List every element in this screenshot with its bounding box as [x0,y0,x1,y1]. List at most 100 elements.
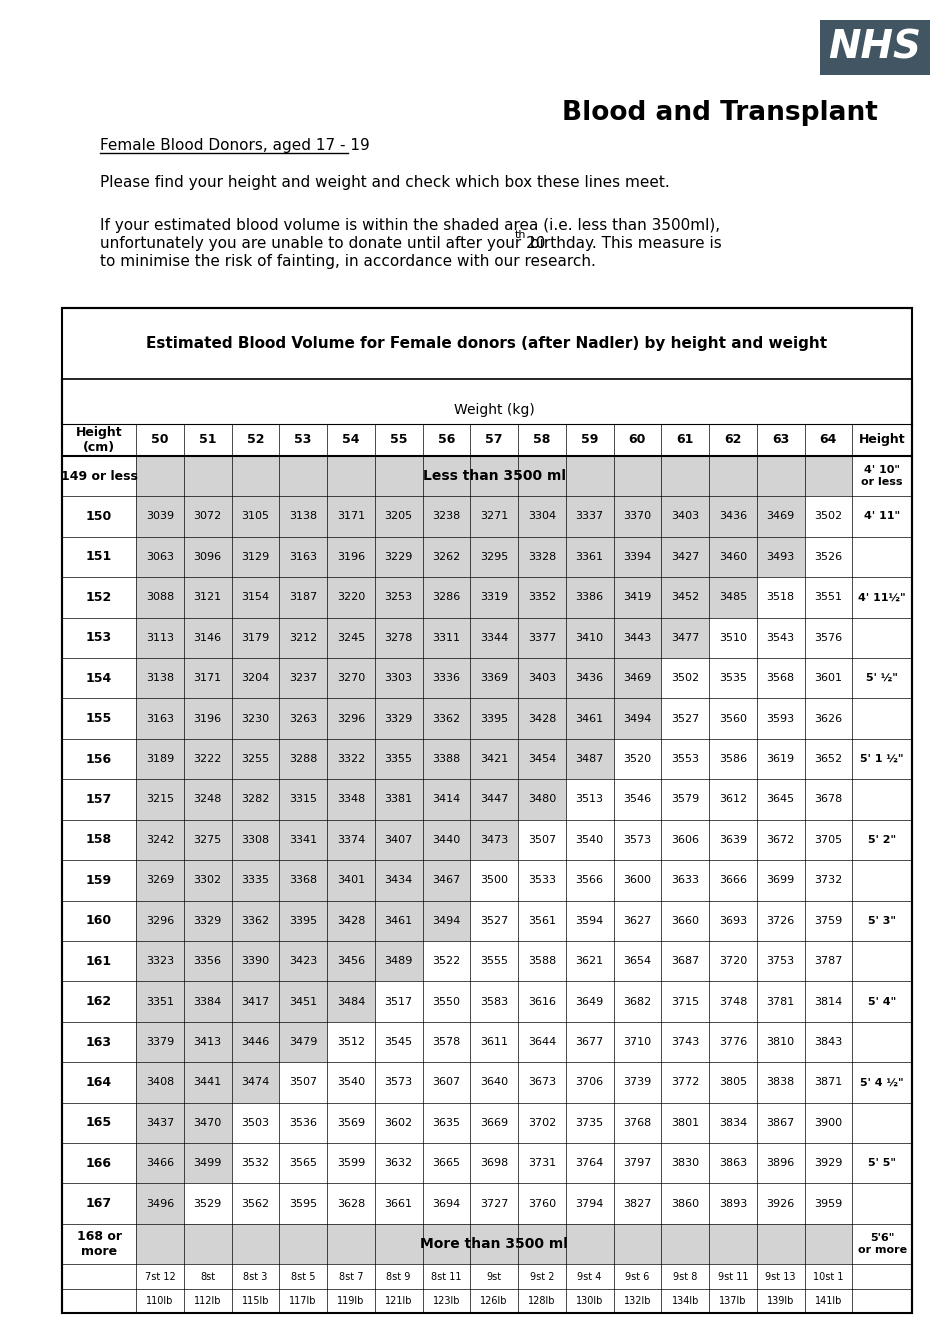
Text: Weight (kg): Weight (kg) [454,403,535,416]
Bar [279,779,327,819]
Text: 3726: 3726 [767,916,795,925]
Bar [183,1062,232,1103]
Text: 9st 11: 9st 11 [717,1272,749,1281]
Bar [136,819,183,860]
Bar [518,658,566,698]
Bar [518,618,566,658]
Text: 3649: 3649 [576,997,604,1007]
Text: 3096: 3096 [194,552,221,561]
Bar [423,819,470,860]
Text: 3661: 3661 [385,1199,412,1209]
Bar [661,618,709,658]
Text: 3369: 3369 [480,673,508,684]
Bar [136,497,183,537]
Bar [183,698,232,739]
Bar [709,497,757,537]
Text: 3370: 3370 [623,512,652,521]
Text: 3743: 3743 [671,1037,699,1048]
Bar [232,739,279,779]
Bar [470,698,518,739]
Text: 3466: 3466 [146,1158,174,1168]
Text: 3705: 3705 [814,835,843,845]
Bar [136,577,183,618]
Bar [136,1223,852,1264]
Bar [614,537,661,577]
Bar [279,618,327,658]
Text: 3569: 3569 [337,1117,365,1128]
Text: 137lb: 137lb [719,1296,747,1305]
Text: 3487: 3487 [576,753,604,764]
Bar [423,698,470,739]
Text: 3810: 3810 [767,1037,795,1048]
Bar [232,982,279,1022]
Text: 150: 150 [86,510,112,522]
Text: 8st 3: 8st 3 [243,1272,268,1281]
Text: 3335: 3335 [241,876,270,885]
Text: 3843: 3843 [814,1037,843,1048]
Text: 3423: 3423 [289,956,317,966]
Text: 139lb: 139lb [767,1296,794,1305]
Bar [232,819,279,860]
Text: 3368: 3368 [289,876,317,885]
Bar [232,698,279,739]
Text: 3500: 3500 [480,876,508,885]
Bar [518,577,566,618]
Text: 3893: 3893 [719,1199,747,1209]
Text: 3652: 3652 [814,753,843,764]
Text: 3434: 3434 [385,876,413,885]
Bar [279,497,327,537]
Text: 162: 162 [86,995,112,1009]
Text: 159: 159 [86,874,112,886]
Text: 3533: 3533 [528,876,556,885]
Text: 167: 167 [86,1197,112,1210]
Text: 128lb: 128lb [528,1296,556,1305]
Text: 3410: 3410 [576,633,604,643]
Text: 9st 4: 9st 4 [578,1272,602,1281]
Text: 3394: 3394 [623,552,652,561]
Text: 3374: 3374 [337,835,365,845]
Bar [375,497,423,537]
Text: 3601: 3601 [814,673,843,684]
Text: 3494: 3494 [432,916,461,925]
Bar [614,577,661,618]
Bar [327,577,375,618]
Text: 3303: 3303 [385,673,412,684]
Text: 3436: 3436 [576,673,604,684]
Bar [183,1103,232,1143]
Text: 3759: 3759 [814,916,843,925]
Text: 3441: 3441 [194,1077,221,1088]
Bar [566,658,614,698]
Text: 3275: 3275 [194,835,221,845]
Text: 3502: 3502 [671,673,699,684]
Text: 3428: 3428 [528,713,556,724]
Text: 3456: 3456 [337,956,365,966]
Text: 3452: 3452 [671,592,699,602]
Text: 3546: 3546 [623,795,652,804]
Text: 3341: 3341 [289,835,317,845]
Text: 3379: 3379 [145,1037,174,1048]
Bar [614,698,661,739]
Text: 3871: 3871 [814,1077,843,1088]
Text: 3129: 3129 [241,552,270,561]
Bar [232,658,279,698]
Text: 3507: 3507 [528,835,556,845]
Text: 3205: 3205 [385,512,412,521]
Text: 3772: 3772 [671,1077,699,1088]
Text: 5'6"
or more: 5'6" or more [858,1233,906,1254]
Bar [327,618,375,658]
Text: 3473: 3473 [480,835,508,845]
Text: 52: 52 [247,434,264,446]
Text: 3682: 3682 [623,997,652,1007]
Text: birthday. This measure is: birthday. This measure is [525,236,722,251]
Text: 3388: 3388 [432,753,461,764]
Bar [279,860,327,901]
Text: 54: 54 [342,434,360,446]
Text: 3417: 3417 [241,997,270,1007]
Text: 3838: 3838 [767,1077,795,1088]
Text: 53: 53 [294,434,312,446]
Bar [136,698,183,739]
Text: 3253: 3253 [385,592,412,602]
Text: 8st 11: 8st 11 [431,1272,462,1281]
Text: 3105: 3105 [241,512,270,521]
Text: 3390: 3390 [241,956,270,966]
